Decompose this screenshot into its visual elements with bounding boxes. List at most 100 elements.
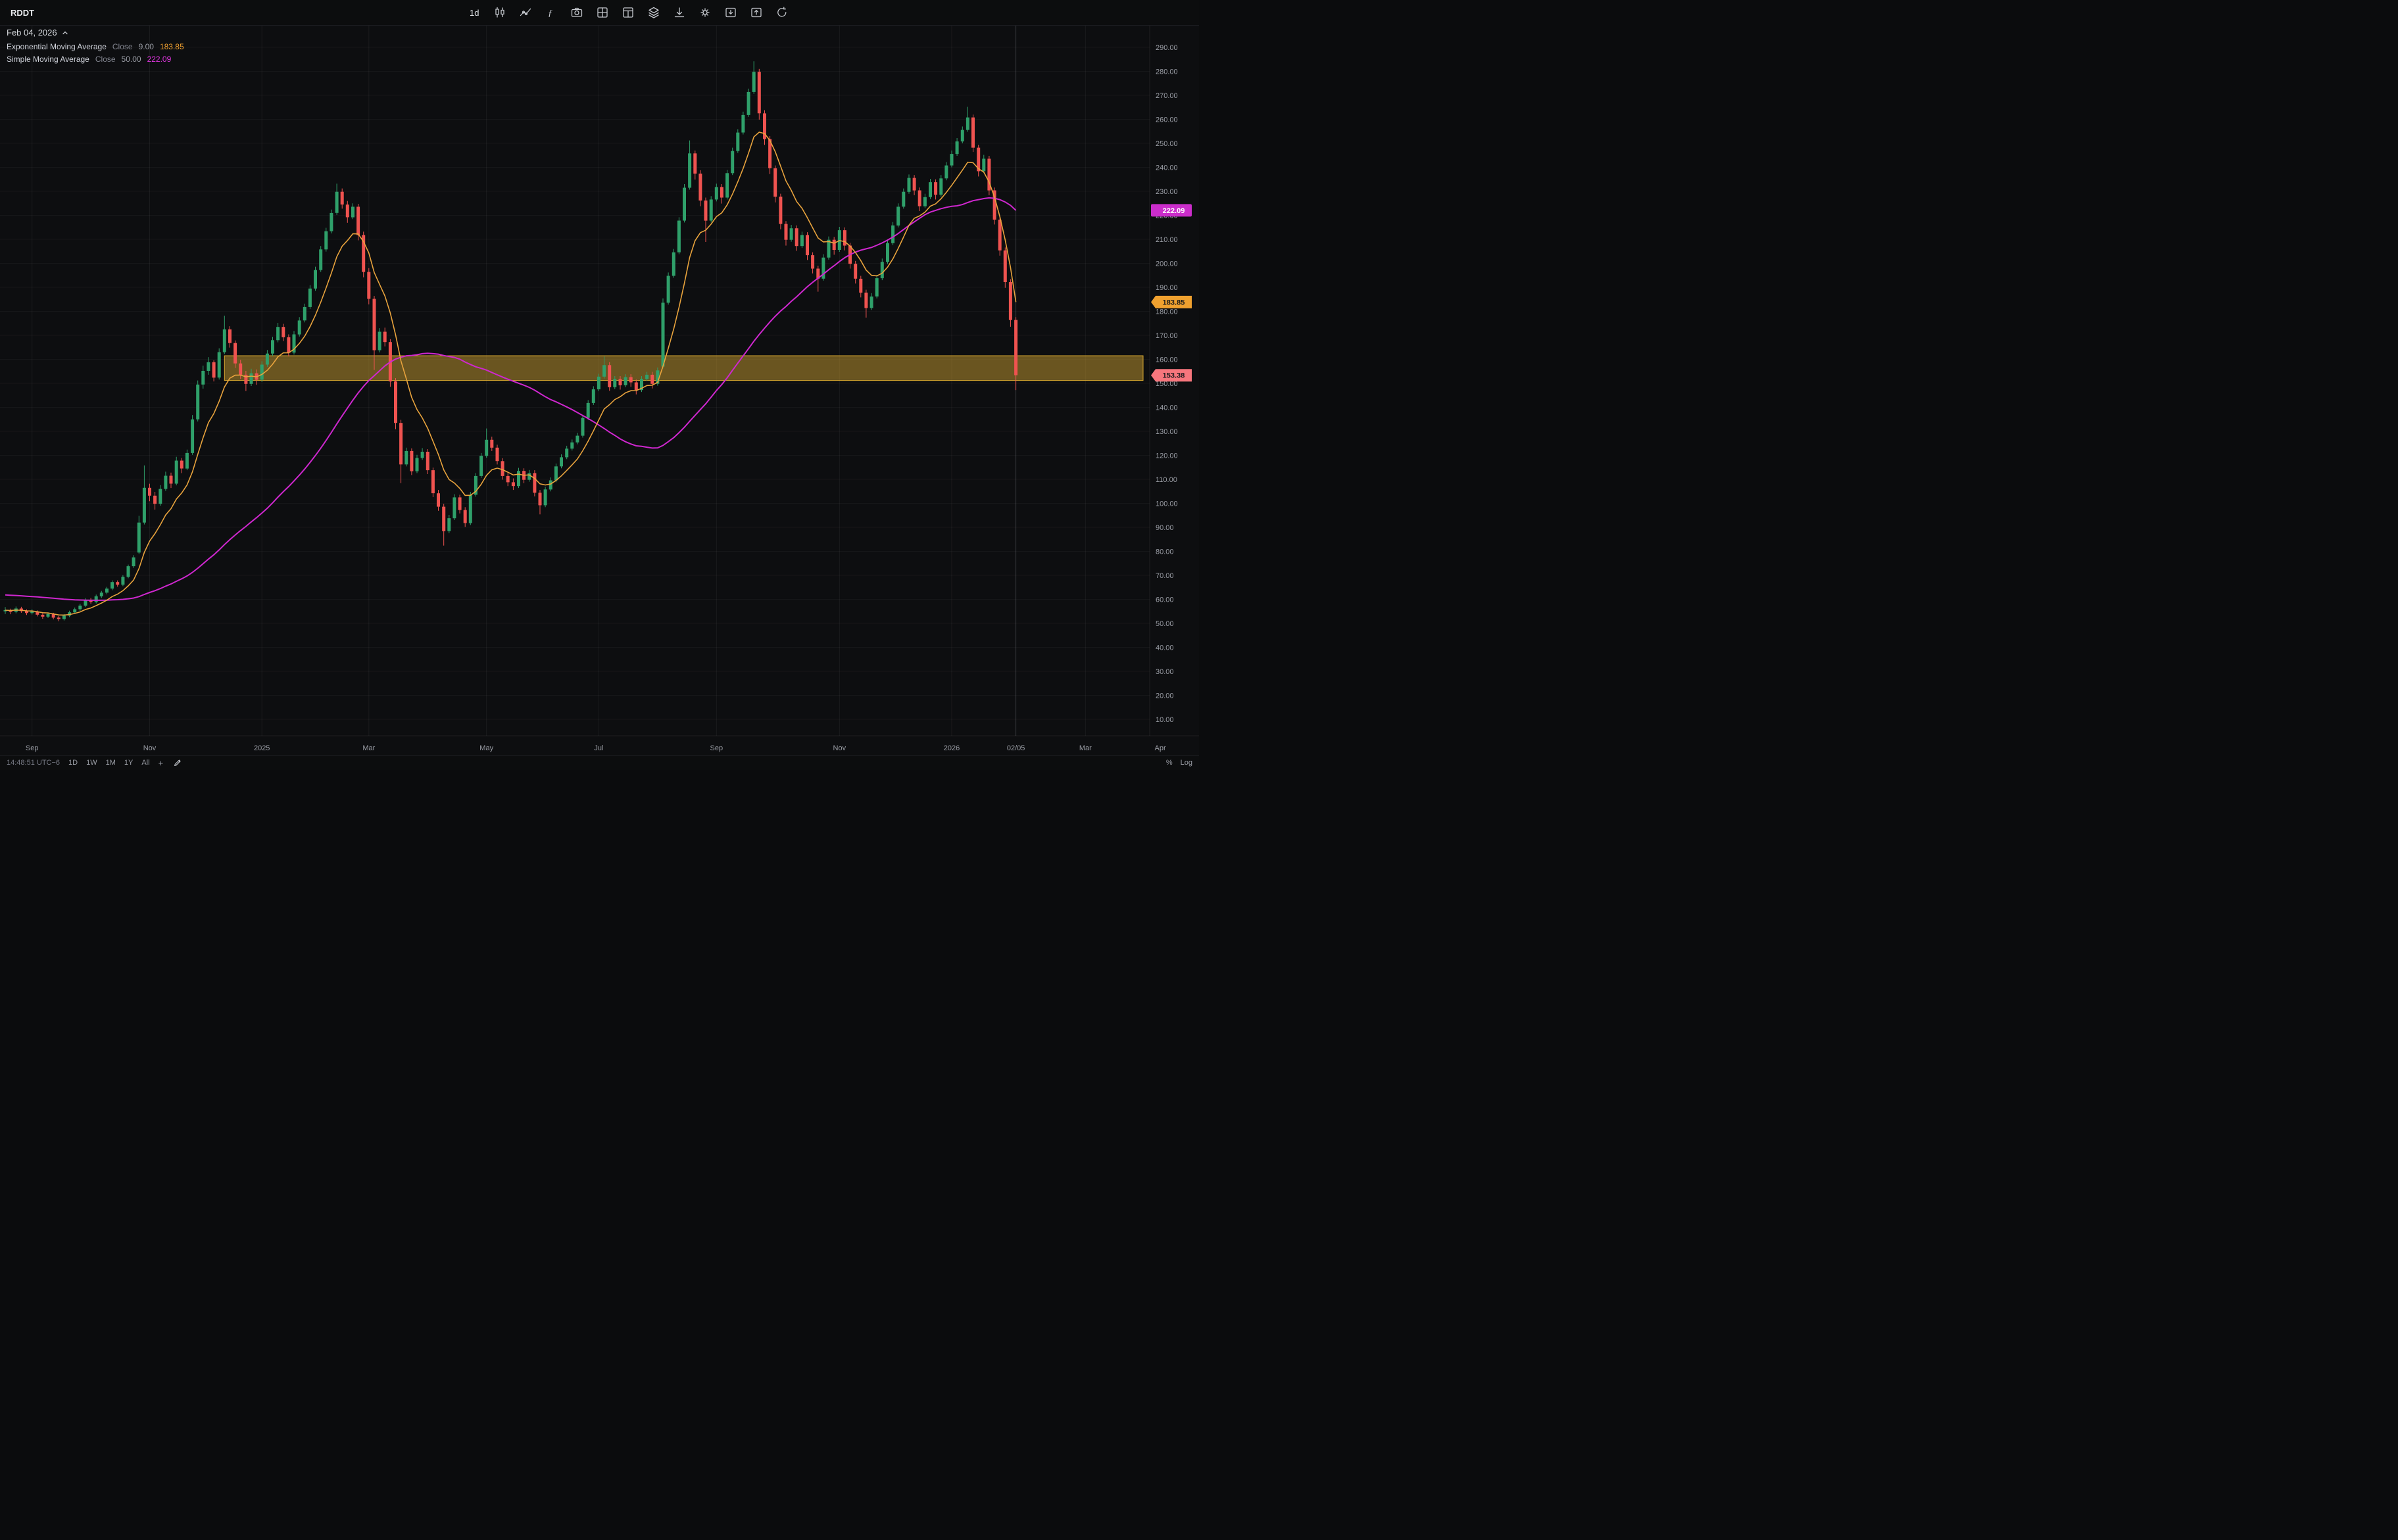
sma-50-line[interactable] [5,197,1017,601]
price-tick-label: 40.00 [1156,644,1174,652]
price-tick-label: 290.00 [1156,44,1178,52]
indicator-row-ema[interactable]: Exponential Moving Average Close 9.00 18… [7,42,184,51]
indicators-function-icon: ƒ [548,9,552,18]
add-range-button[interactable]: + [158,758,164,768]
price-tick-label: 50.00 [1156,620,1174,628]
price-tick-label: 20.00 [1156,692,1174,700]
indicator-name: Simple Moving Average [7,55,89,64]
ema-9-line[interactable] [5,132,1017,616]
time-tick-label: 2025 [254,744,270,752]
price-tick-label: 150.00 [1156,380,1178,388]
price-tick-label: 230.00 [1156,188,1178,196]
top-toolbar: RDDT 1d ƒ [0,0,1199,26]
price-tick-label: 130.00 [1156,428,1178,436]
time-tick-label: Sep [26,744,39,752]
multichart-button[interactable] [620,4,637,21]
download-icon [675,7,685,18]
object-tree-button[interactable] [645,4,662,21]
timeframe-button[interactable]: 1d [466,7,483,19]
svg-text:222.09: 222.09 [1163,207,1185,215]
refresh-icon [777,7,787,17]
range-all-button[interactable]: All [141,759,150,767]
price-tick-label: 140.00 [1156,404,1178,412]
range-1d-button[interactable]: 1D [68,759,78,767]
svg-text:183.85: 183.85 [1163,299,1185,306]
price-tick-label: 10.00 [1156,716,1174,724]
settings-gear-icon [700,8,710,17]
legend-date-row[interactable]: Feb 04, 2026 [7,28,184,37]
chart-style-button[interactable] [491,4,508,21]
bottom-bar-right: % Log [1166,759,1192,767]
time-tick-label: Jul [594,744,603,752]
price-tick-label: 270.00 [1156,92,1178,100]
export-layout-icon [751,7,762,18]
indicator-param: 50.00 [121,55,141,64]
range-1m-button[interactable]: 1M [105,759,116,767]
collapse-chevron-up-icon[interactable] [62,30,68,36]
snapshot-camera-icon [572,7,583,17]
price-tick-label: 250.00 [1156,140,1178,148]
toolbar-center: 1d ƒ [466,4,791,21]
indicators-button[interactable]: ƒ [543,4,560,21]
range-1y-button[interactable]: 1Y [124,759,134,767]
download-button[interactable] [671,4,688,21]
time-tick-label: Nov [833,744,846,752]
time-tick-label: 2026 [944,744,960,752]
time-tick-label: Mar [1079,744,1092,752]
indicator-value: 222.09 [147,55,172,64]
price-tick-label: 160.00 [1156,356,1178,364]
candlestick-style-icon [495,7,505,18]
price-tick-label: 240.00 [1156,164,1178,172]
snapshot-button[interactable] [568,4,585,21]
indicator-row-sma[interactable]: Simple Moving Average Close 50.00 222.09 [7,55,184,64]
clock-timezone[interactable]: 14:48:51 UTC−6 [7,759,61,767]
compare-button[interactable] [517,4,534,21]
indicator-source: Close [95,55,116,64]
price-tick-label: 110.00 [1156,476,1177,484]
price-tick-label: 90.00 [1156,524,1174,532]
svg-text:ƒ: ƒ [548,9,552,18]
range-1w-button[interactable]: 1W [86,759,97,767]
price-badges: 222.09 183.85 153.38 [1151,204,1192,382]
compare-line-icon [520,8,531,16]
price-tick-label: 280.00 [1156,68,1178,76]
sma-price-badge [1151,204,1192,217]
pencil-icon [174,759,181,766]
price-tick-label: 200.00 [1156,260,1178,268]
time-tick-label: May [479,744,493,752]
price-tick-label: 30.00 [1156,668,1174,676]
percent-scale-button[interactable]: % [1165,759,1173,767]
import-layout-button[interactable] [722,4,739,21]
price-tick-label: 170.00 [1156,332,1178,340]
time-tick-label: 02/05 [1007,744,1025,752]
refresh-button[interactable] [773,4,791,21]
svg-text:153.38: 153.38 [1163,372,1185,380]
price-axis[interactable]: 290.00 280.00 270.00 260.00 250.00 240.00 230.… [1156,44,1178,724]
time-axis[interactable]: Sep Nov 2025 Mar May Jul Sep Nov 2026 02/05 Mar Apr [26,744,1166,752]
layout-button[interactable] [594,4,611,21]
support-zone[interactable] [224,355,1144,381]
ema-price-badge [1151,295,1192,308]
export-layout-button[interactable] [748,4,765,21]
symbol-ticker[interactable]: RDDT [0,8,45,18]
grid-layer [0,25,1150,736]
log-scale-button[interactable]: Log [1180,759,1192,767]
price-tick-label: 100.00 [1156,500,1178,508]
indicator-name: Exponential Moving Average [7,42,107,51]
edit-ranges-button[interactable] [172,757,184,769]
candlestick-chart[interactable]: 290.00 280.00 270.00 260.00 250.00 240.00 230.… [0,0,1199,770]
time-tick-label: Sep [710,744,723,752]
price-tick-label: 180.00 [1156,308,1178,316]
last-price-badge [1151,369,1192,382]
price-tick-label: 120.00 [1156,452,1178,460]
trading-chart-app: 290.00 280.00 270.00 260.00 250.00 240.00 230.… [0,0,1199,770]
indicator-param: 9.00 [138,42,154,51]
price-tick-label: 190.00 [1156,284,1178,292]
object-tree-layers-icon [648,7,660,18]
bottom-bar: 14:48:51 UTC−6 1D 1W 1M 1Y All + % Log [0,755,1199,770]
indicator-value: 183.85 [159,42,184,51]
price-tick-label: 260.00 [1156,116,1178,124]
settings-button[interactable] [697,4,714,21]
price-tick-label: 70.00 [1156,572,1174,580]
multichart-panels-icon [623,7,634,18]
